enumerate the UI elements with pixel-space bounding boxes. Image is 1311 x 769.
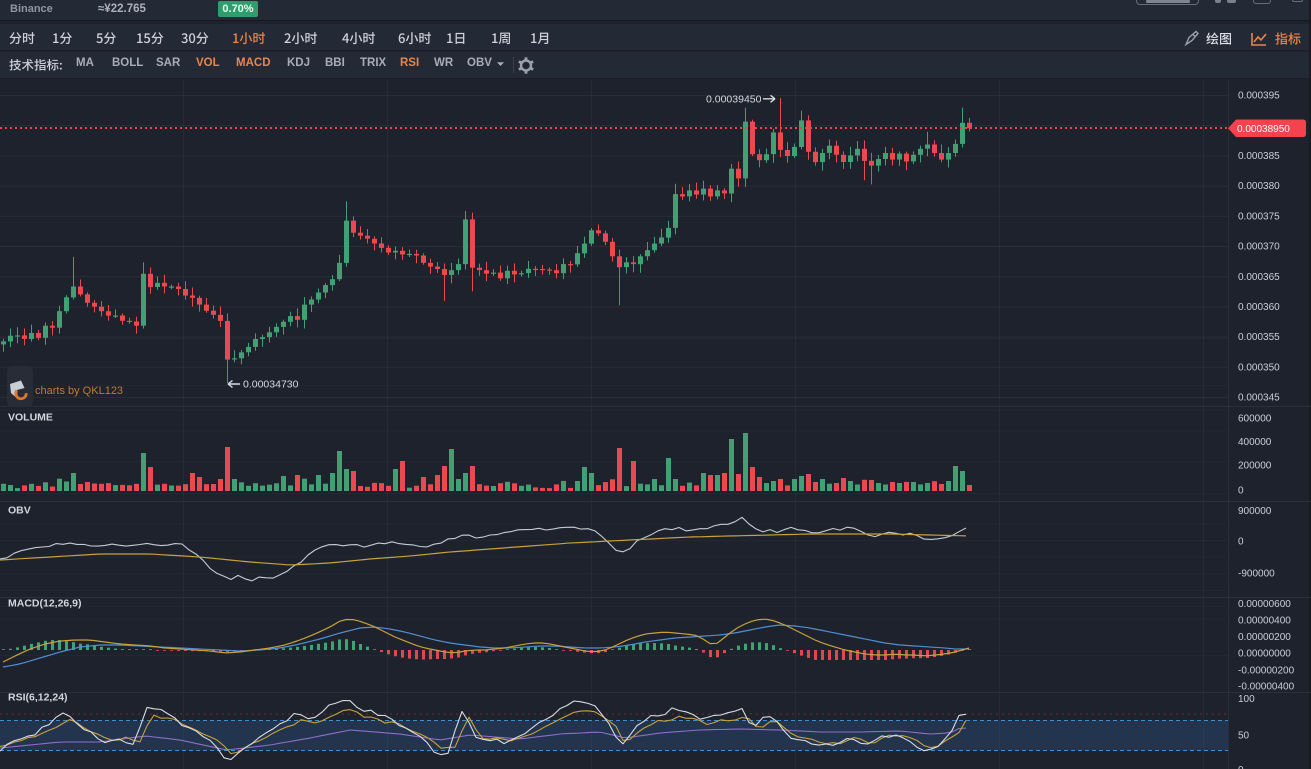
svg-text:0.00000600: 0.00000600	[1238, 599, 1291, 610]
svg-text:OBV: OBV	[8, 505, 31, 517]
svg-text:0: 0	[1238, 765, 1244, 769]
svg-text:0.00034730: 0.00034730	[243, 379, 299, 391]
svg-text:200000: 200000	[1238, 461, 1272, 472]
svg-text:0.000370: 0.000370	[1238, 242, 1280, 253]
svg-text:0.000350: 0.000350	[1238, 362, 1280, 373]
svg-text:50: 50	[1238, 731, 1250, 742]
svg-text:0.00038950: 0.00038950	[1237, 124, 1290, 135]
svg-text:0.00000200: 0.00000200	[1238, 632, 1291, 643]
svg-text:0.00000000: 0.00000000	[1238, 649, 1291, 660]
svg-text:400000: 400000	[1238, 437, 1272, 448]
svg-text:-900000: -900000	[1238, 569, 1275, 580]
svg-text:900000: 900000	[1238, 506, 1272, 517]
svg-text:RSI(6,12,24): RSI(6,12,24)	[8, 692, 68, 704]
svg-text:0.000360: 0.000360	[1238, 302, 1280, 313]
svg-text:VOLUME: VOLUME	[8, 412, 53, 424]
svg-text:600000: 600000	[1238, 414, 1272, 425]
svg-text:0.000385: 0.000385	[1238, 151, 1280, 162]
svg-text:0.000380: 0.000380	[1238, 181, 1280, 192]
svg-text:-0.00000400: -0.00000400	[1238, 682, 1295, 693]
svg-text:charts by QKL123: charts by QKL123	[35, 385, 123, 397]
svg-text:100: 100	[1238, 694, 1255, 705]
svg-text:0: 0	[1238, 537, 1244, 548]
svg-text:0.000355: 0.000355	[1238, 332, 1280, 343]
svg-text:0.00000400: 0.00000400	[1238, 616, 1291, 627]
svg-text:MACD(12,26,9): MACD(12,26,9)	[8, 598, 82, 610]
svg-text:0: 0	[1238, 486, 1244, 497]
svg-text:0.000345: 0.000345	[1238, 393, 1280, 404]
svg-text:0.000395: 0.000395	[1238, 91, 1280, 102]
svg-text:0.000375: 0.000375	[1238, 211, 1280, 222]
svg-text:-0.00000200: -0.00000200	[1238, 665, 1295, 676]
svg-text:0.000365: 0.000365	[1238, 272, 1280, 283]
svg-text:0.00039450: 0.00039450	[706, 94, 762, 106]
